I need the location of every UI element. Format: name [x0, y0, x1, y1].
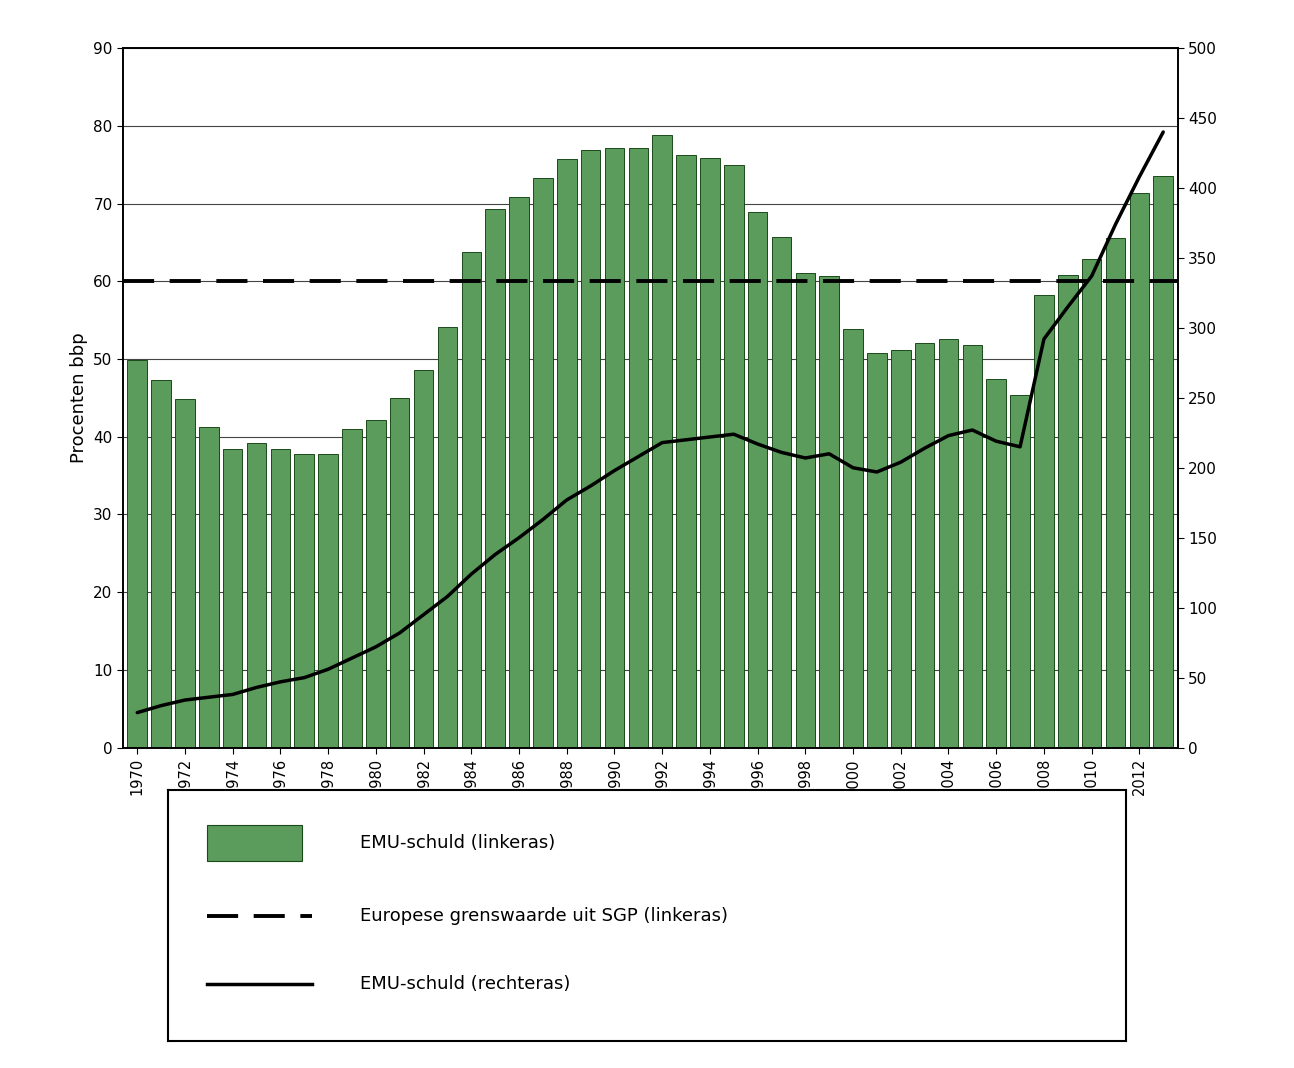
Text: EMU-schuld (rechteras): EMU-schuld (rechteras): [360, 975, 571, 992]
Bar: [677, 155, 696, 748]
Bar: [462, 252, 481, 748]
Bar: [533, 178, 553, 748]
Bar: [892, 350, 911, 748]
Text: Europese grenswaarde uit SGP (linkeras): Europese grenswaarde uit SGP (linkeras): [360, 907, 727, 925]
Bar: [437, 327, 457, 748]
Bar: [700, 158, 719, 748]
Bar: [629, 147, 648, 748]
Bar: [844, 329, 863, 748]
Bar: [151, 380, 171, 748]
Bar: [318, 454, 338, 748]
Bar: [652, 136, 672, 748]
Bar: [771, 237, 791, 748]
Bar: [295, 454, 314, 748]
Bar: [556, 159, 577, 748]
Bar: [1034, 295, 1053, 748]
Bar: [366, 421, 386, 748]
Text: EMU-schuld (linkeras): EMU-schuld (linkeras): [360, 834, 555, 852]
Bar: [1105, 238, 1126, 748]
Bar: [867, 352, 886, 748]
Bar: [1082, 258, 1101, 748]
Bar: [986, 379, 1005, 748]
Bar: [723, 164, 744, 748]
Bar: [175, 399, 195, 748]
Bar: [270, 450, 290, 748]
Bar: [796, 273, 815, 748]
Bar: [938, 339, 959, 748]
Bar: [199, 427, 219, 748]
Bar: [342, 429, 362, 748]
Bar: [128, 360, 148, 748]
Bar: [414, 370, 433, 748]
Bar: [223, 450, 242, 748]
Y-axis label: Procenten bbp: Procenten bbp: [70, 332, 88, 464]
Bar: [510, 198, 529, 748]
Bar: [207, 826, 303, 861]
Bar: [1011, 395, 1030, 748]
Bar: [748, 213, 767, 748]
Bar: [819, 276, 839, 748]
Bar: [1058, 276, 1078, 748]
Bar: [389, 397, 409, 748]
Bar: [604, 147, 624, 748]
Bar: [1130, 193, 1149, 748]
Bar: [915, 344, 934, 748]
Bar: [963, 345, 982, 748]
Bar: [1153, 176, 1172, 748]
Bar: [581, 150, 600, 748]
Bar: [247, 443, 267, 748]
Bar: [485, 209, 505, 748]
